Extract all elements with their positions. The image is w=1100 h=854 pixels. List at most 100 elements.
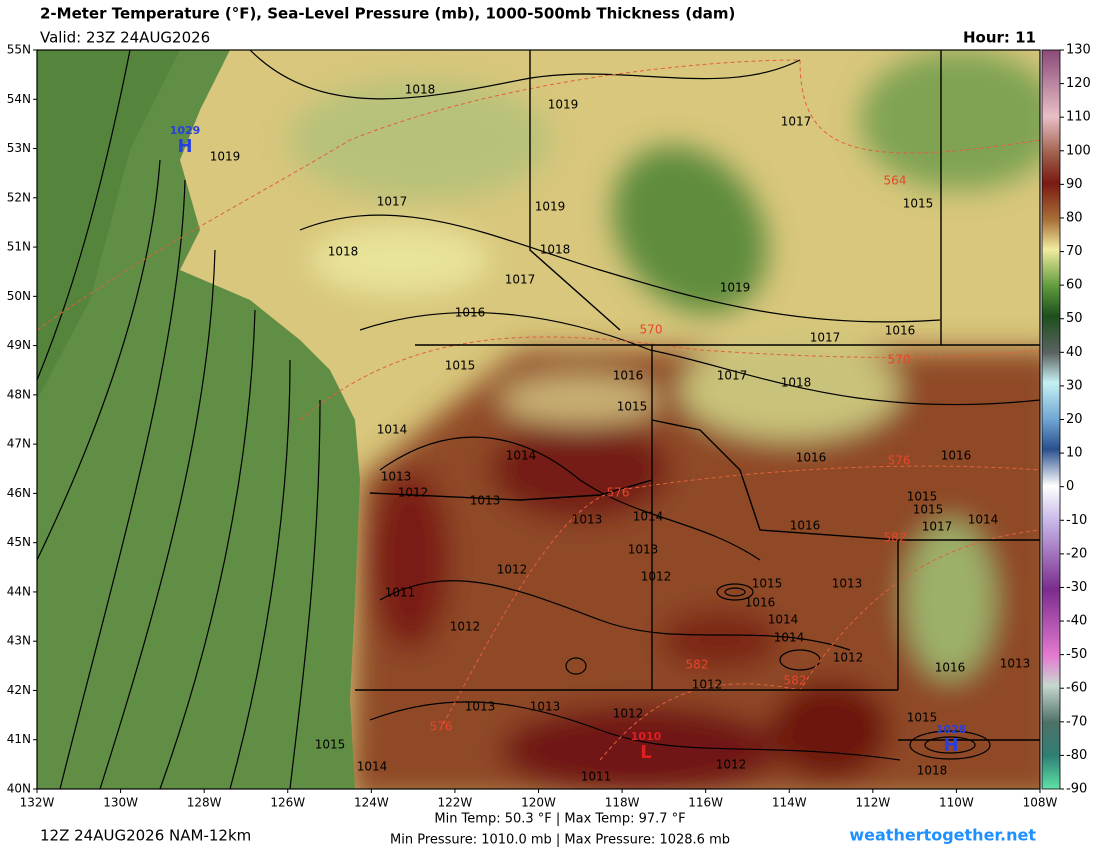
colorbar-tick-label: 90: [1066, 177, 1083, 192]
lon-tick-label: 116W: [688, 796, 723, 810]
lat-tick-label: 52N: [7, 190, 31, 204]
lat-tick-label: 45N: [7, 535, 31, 549]
colorbar-tick-label: 30: [1066, 378, 1083, 393]
isobar-label: 1016: [885, 324, 916, 338]
isobar-label: 1014: [774, 631, 805, 645]
lat-tick-label: 51N: [7, 240, 31, 254]
lat-tick-label: 43N: [7, 634, 31, 648]
lat-tick-label: 55N: [7, 43, 31, 57]
isobar-label: 1016: [941, 449, 972, 463]
colorbar-tick-label: -60: [1066, 681, 1087, 696]
pressure-center-symbol: L: [640, 742, 651, 763]
isobar-label: 1015: [907, 711, 938, 725]
thickness-label: 564: [884, 174, 907, 188]
colorbar-tick-label: 110: [1066, 110, 1091, 125]
pressure-center-symbol: H: [943, 735, 958, 756]
isobar-label: 1013: [572, 513, 603, 527]
colorbar-tick-label: 80: [1066, 210, 1083, 225]
isobar-label: 1013: [470, 494, 501, 508]
pressure-center-symbol: H: [177, 136, 192, 157]
lat-tick-label: 44N: [7, 584, 31, 598]
lat-tick-label: 40N: [7, 782, 31, 796]
colorbar-tick-label: -80: [1066, 748, 1087, 763]
isobar-label: 1014: [377, 423, 408, 437]
isobar-label: 1012: [450, 620, 481, 634]
isobar-label: 1015: [617, 400, 648, 414]
lon-tick-label: 120W: [521, 796, 556, 810]
isobar-label: 1013: [530, 700, 561, 714]
isobar-label: 1012: [398, 486, 429, 500]
lon-tick-label: 128W: [187, 796, 222, 810]
map: [37, 50, 1040, 789]
thickness-label: 582: [686, 658, 709, 672]
isobar-label: 1014: [633, 510, 664, 524]
pressure-center-value: 1029: [170, 124, 201, 137]
thickness-label: 570: [640, 323, 663, 337]
isobar-label: 1013: [628, 543, 659, 557]
lat-tick-label: 42N: [7, 683, 31, 697]
isobar-label: 1017: [781, 115, 812, 129]
isobar-label: 1012: [692, 678, 723, 692]
isobar-label: 1014: [968, 513, 999, 527]
isobar-label: 1015: [752, 577, 783, 591]
isobar-label: 1015: [315, 738, 346, 752]
isobar-label: 1017: [717, 369, 748, 383]
lat-tick-label: 47N: [7, 437, 31, 451]
site-credit: weathertogether.net: [849, 826, 1036, 845]
pressure-center-value: 1028: [936, 723, 967, 736]
title: 2-Meter Temperature (°F), Sea-Level Pres…: [40, 5, 735, 23]
thickness-label: 570: [888, 353, 911, 367]
colorbar-tick-label: -50: [1066, 647, 1087, 662]
isobar-label: 1012: [497, 563, 528, 577]
lat-tick-label: 50N: [7, 289, 31, 303]
lon-tick-label: 118W: [605, 796, 640, 810]
lon-tick-label: 126W: [270, 796, 305, 810]
valid-time: Valid: 23Z 24AUG2026: [40, 29, 210, 47]
temp-range: Min Temp: 50.3 °F | Max Temp: 97.7 °F: [434, 812, 685, 827]
colorbar-tick-label: -70: [1066, 714, 1087, 729]
lon-tick-label: 110W: [939, 796, 974, 810]
colorbar-tick-label: -30: [1066, 580, 1087, 595]
forecast-hour: Hour: 11: [963, 29, 1036, 47]
lat-tick-label: 41N: [7, 732, 31, 746]
isobar-label: 1014: [768, 613, 799, 627]
lon-tick-label: 114W: [772, 796, 807, 810]
isobar-label: 1013: [1000, 657, 1031, 671]
model-run: 12Z 24AUG2026 NAM-12km: [40, 827, 251, 845]
isobar-label: 1014: [357, 760, 388, 774]
isobar-label: 1016: [745, 596, 776, 610]
lat-tick-label: 54N: [7, 92, 31, 106]
isobar-label: 1016: [935, 661, 966, 675]
isobar-label: 1016: [613, 369, 644, 383]
isobar-label: 1015: [445, 359, 476, 373]
pressure-range: Min Pressure: 1010.0 mb | Max Pressure: …: [390, 833, 730, 848]
isobar-label: 1019: [548, 98, 579, 112]
isobar-label: 1017: [377, 195, 408, 209]
thickness-label: 576: [888, 454, 911, 468]
colorbar-tick-label: -40: [1066, 614, 1087, 629]
colorbar-tick-label: 100: [1066, 143, 1091, 158]
thickness-label: 582: [884, 531, 907, 545]
isobar-label: 1018: [781, 376, 812, 390]
thickness-label: 576: [607, 486, 630, 500]
isobar-label: 1019: [210, 150, 241, 164]
lon-tick-label: 108W: [1023, 796, 1058, 810]
lat-tick-label: 46N: [7, 486, 31, 500]
colorbar-tick-label: 0: [1066, 479, 1074, 494]
lon-tick-label: 112W: [855, 796, 890, 810]
isobar-label: 1013: [465, 700, 496, 714]
colorbar-tick-label: 120: [1066, 76, 1091, 91]
isobar-label: 1013: [832, 577, 863, 591]
isobar-label: 1012: [716, 758, 747, 772]
colorbar-tick-label: 60: [1066, 278, 1083, 293]
isobar-label: 1012: [833, 651, 864, 665]
colorbar-tick-label: 70: [1066, 244, 1083, 259]
lon-tick-label: 132W: [20, 796, 55, 810]
colorbar-tick-label: 10: [1066, 446, 1083, 461]
colorbar-tick-label: -10: [1066, 513, 1087, 528]
isobar-label: 1016: [455, 306, 486, 320]
isobar-label: 1015: [907, 490, 938, 504]
isobar-label: 1018: [405, 83, 436, 97]
